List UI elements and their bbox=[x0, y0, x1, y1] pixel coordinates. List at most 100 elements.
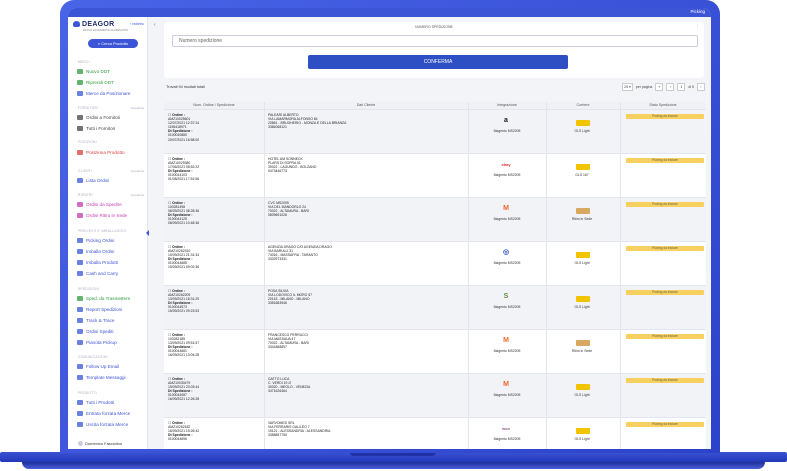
order-label: Ordine : bbox=[172, 377, 185, 381]
sidebar-item[interactable]: Entrata forzata Merce bbox=[77, 409, 130, 417]
sidebar-item[interactable]: Imballa Ordini bbox=[77, 247, 114, 255]
page-input[interactable]: 1 bbox=[677, 83, 686, 91]
checkbox-icon[interactable]: ☐ bbox=[168, 377, 172, 381]
order-number[interactable]: 100282185 bbox=[168, 337, 185, 342]
sidebar-item[interactable]: Pianota Pickup bbox=[77, 338, 117, 346]
sidebar-item[interactable]: Imballa Prodotti bbox=[77, 258, 118, 266]
sidebar-item[interactable]: Ordini da Spedire bbox=[77, 200, 122, 208]
order-cell: ☐ Ordine : AMZ10262209 13/09/2021 18:31:29… bbox=[168, 289, 262, 314]
order-number[interactable]: AMZ10262310 bbox=[168, 249, 191, 254]
sidebar-section-toggle[interactable]: Visualizza bbox=[130, 106, 144, 110]
checkbox-icon[interactable]: ☐ bbox=[168, 333, 172, 337]
sidebar-item[interactable]: Ordini Spediti bbox=[77, 327, 114, 335]
status-badge: Picking da iniziare bbox=[626, 290, 704, 295]
sidebar-item[interactable]: Tutti i Fornitori bbox=[77, 124, 115, 132]
sidebar-item[interactable]: Uscita forzata Merce bbox=[77, 420, 128, 428]
courier-logo-icon bbox=[576, 296, 590, 302]
sidebar-item[interactable]: Merce da Posizionare bbox=[77, 89, 130, 97]
shipment-number-input[interactable]: Numero spedizione bbox=[172, 35, 698, 47]
order-number[interactable]: AMZ10030479 bbox=[168, 381, 191, 386]
client-phone: 3351683946 bbox=[268, 301, 287, 306]
courier-name: GLS Light bbox=[574, 437, 590, 441]
sidebar-section-toggle[interactable]: Visualizza bbox=[130, 169, 144, 173]
shipment-number[interactable]: 0100044103 bbox=[168, 173, 187, 178]
sidebar-item[interactable]: Cash and Carry bbox=[77, 269, 118, 277]
sidebar-item[interactable]: Track & Trace bbox=[77, 316, 114, 324]
sidebar-item[interactable]: Ordini a Fornitori bbox=[77, 113, 120, 121]
col-divider bbox=[620, 102, 621, 449]
courier-name: GLS Light bbox=[574, 305, 590, 309]
first-page-button[interactable]: « bbox=[655, 83, 664, 91]
shipment-number[interactable]: 0100044681 bbox=[168, 349, 187, 354]
checkbox-icon[interactable]: ☐ bbox=[168, 201, 172, 205]
panel-menu-icon[interactable]: ⋮ bbox=[695, 24, 700, 30]
shipment-number[interactable]: 0100044125 bbox=[168, 217, 187, 222]
order-number[interactable]: 100281498 bbox=[168, 205, 185, 210]
courier-logo-icon bbox=[576, 428, 590, 434]
client-name: CVC MS2005 bbox=[268, 201, 289, 205]
next-page-button[interactable]: › bbox=[697, 83, 705, 91]
sidebar-item-icon bbox=[77, 68, 83, 74]
checkbox-icon[interactable]: ☐ bbox=[168, 157, 172, 161]
sidebar-handle-icon[interactable] bbox=[146, 230, 149, 236]
search-product-button[interactable]: ⌕ Cerca Prodotto bbox=[88, 39, 138, 48]
order-date: 12/07/2021 12:37:24 bbox=[168, 121, 200, 126]
client-city: 70022 - ALTAMURA - BARI bbox=[268, 209, 309, 214]
client-cell: FRANCESCO PERRUCCI VIA MASSAUA 47 70022 - … bbox=[268, 333, 464, 349]
order-number[interactable]: AMZ10025601 bbox=[168, 117, 191, 122]
table-row[interactable]: ☐ Ordine : AMZ10030479 15/09/2021 23:03:44… bbox=[164, 373, 706, 417]
back-arrow-icon[interactable]: ‹ bbox=[154, 22, 156, 28]
checkbox-icon[interactable]: ☐ bbox=[168, 421, 172, 425]
sidebar-item-label: Entrata forzata Merce bbox=[86, 410, 131, 416]
sidebar: DEAGOR DIGITAL ECOMMERCE AGGREGATOR ‹ In… bbox=[68, 17, 148, 449]
sidebar-item[interactable]: Report Spedizioni bbox=[77, 305, 122, 313]
table-row[interactable]: ☐ Ordine : AMZ10262182 16/09/2021 15:26:42… bbox=[164, 417, 706, 449]
table-row[interactable]: ☐ Ordine : AMZ10262209 13/09/2021 18:31:29… bbox=[164, 285, 706, 329]
shipment-label: Dt Spedizione : bbox=[168, 257, 193, 262]
order-number[interactable]: AMZ10262182 bbox=[168, 425, 191, 430]
sidebar-item[interactable]: Picking Ordini bbox=[77, 236, 114, 244]
integration-logo-icon: ◎ bbox=[502, 249, 510, 256]
integration-name: Magento MS2005 bbox=[493, 437, 521, 441]
courier-logo-icon bbox=[576, 120, 590, 126]
shipment-number[interactable]: 0100044685 bbox=[168, 261, 187, 266]
shipment-number[interactable]: 0100044087 bbox=[168, 393, 187, 398]
order-date: 13/09/2021 09:51:57 bbox=[168, 341, 200, 346]
confirm-button[interactable]: CONFERMA bbox=[308, 55, 568, 69]
sidebar-item[interactable]: Ordini Ritiro in Sede bbox=[77, 211, 127, 219]
user-name[interactable]: Domenico Fasciolino bbox=[78, 441, 122, 446]
sidebar-section-toggle[interactable]: Visualizza bbox=[130, 193, 144, 197]
sidebar-item-icon bbox=[77, 421, 83, 427]
table-row[interactable]: ☐ Ordine :100282185 13/09/2021 09:51:57 Dt… bbox=[164, 329, 706, 373]
collapse-sidebar-button[interactable]: ‹ Indietro bbox=[130, 22, 144, 26]
sidebar-item[interactable]: Posiziona Prodotto bbox=[77, 148, 125, 156]
prev-page-button[interactable]: ‹ bbox=[666, 83, 675, 91]
sidebar-item[interactable]: Sped. da Trasmettere bbox=[77, 294, 130, 302]
sidebar-item-label: Ordini a Fornitori bbox=[86, 114, 121, 120]
status-badge: Picking da iniziare bbox=[626, 114, 704, 119]
shipment-number[interactable]: 0100044573 bbox=[168, 305, 187, 310]
checkbox-icon[interactable]: ☐ bbox=[168, 113, 172, 117]
orders-table: Num. Ordine / Spedizione Dati Cliente In… bbox=[164, 102, 706, 449]
order-number[interactable]: AMZ10262209 bbox=[168, 293, 191, 298]
table-row[interactable]: ☐ Ordine :100281498 08/09/2021 08:28:36 Dt… bbox=[164, 197, 706, 241]
checkbox-icon[interactable]: ☐ bbox=[168, 289, 172, 293]
sidebar-item[interactable]: Lista Ordini bbox=[77, 176, 109, 184]
table-row[interactable]: ☐ Ordine : AMZ10025601 12/07/2021 12:37:24… bbox=[164, 109, 706, 153]
sidebar-item[interactable]: Nuovo DDT bbox=[77, 67, 110, 75]
shipment-number[interactable]: 0100040880 bbox=[168, 133, 187, 138]
status-badge: Picking da iniziare bbox=[626, 246, 704, 251]
order-number[interactable]: AMZ10029380 bbox=[168, 161, 191, 166]
sidebar-item-label: Pianota Pickup bbox=[86, 339, 117, 345]
sidebar-item[interactable]: Tutti i Prodotti bbox=[77, 398, 114, 406]
sidebar-item-icon bbox=[77, 259, 83, 265]
per-page-select[interactable]: 25 ▾ bbox=[622, 83, 633, 91]
checkbox-icon[interactable]: ☐ bbox=[168, 245, 172, 249]
table-row[interactable]: ☐ Ordine : AMZ10262310 10/09/2021 21:31:34… bbox=[164, 241, 706, 285]
sidebar-item[interactable]: Follow Up Email bbox=[77, 362, 119, 370]
table-row[interactable]: ☐ Ordine : AMZ10029380 17/06/2021 08:52:22… bbox=[164, 153, 706, 197]
sidebar-item[interactable]: Template Messaggi bbox=[77, 373, 126, 381]
client-cell: HOTEL AM SONNECK PLARS DI SOPRA 51 39022 -… bbox=[268, 157, 464, 173]
sidebar-item[interactable]: Riprendi DDT bbox=[77, 78, 114, 86]
shipment-number[interactable]: 0100044696 bbox=[168, 437, 187, 442]
